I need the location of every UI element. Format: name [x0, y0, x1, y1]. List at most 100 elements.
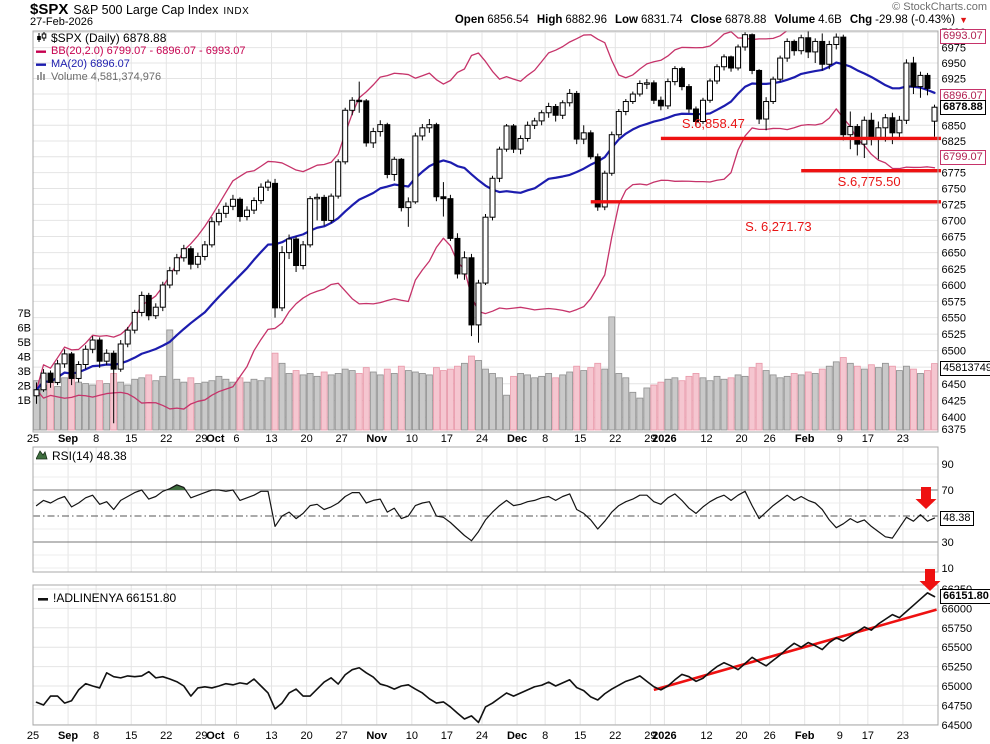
candle-body: [68, 353, 75, 379]
x-axis-label-adline: 10: [406, 730, 418, 742]
candle-body: [721, 56, 728, 68]
volume-bars-icon: [36, 71, 47, 84]
volume-bar: [706, 380, 714, 431]
candle-body: [896, 119, 903, 134]
volume-bar: [867, 364, 875, 431]
legend-ma-row: MA(20) 6896.07: [36, 58, 245, 71]
volume-bar: [524, 374, 531, 431]
candle-body: [75, 364, 82, 379]
volume-bar: [503, 394, 510, 431]
stockcharts-credit: © StockCharts.com: [892, 1, 987, 13]
candle-body: [96, 339, 103, 362]
price-axis-label: 6775: [942, 168, 966, 180]
volume-bar: [229, 381, 237, 431]
candle-body: [601, 172, 608, 208]
volume-bar: [531, 377, 539, 431]
volume-bar: [278, 362, 286, 431]
volume-bar: [713, 375, 721, 431]
quote-value: 6878.88: [724, 14, 767, 26]
volume-bar: [201, 381, 209, 431]
volume-bar: [783, 375, 791, 431]
bollinger-lower-line: [35, 108, 936, 410]
support-label-6775: S.6,775.50: [837, 174, 901, 190]
quote-label: Low: [614, 14, 638, 26]
candle-body: [510, 125, 517, 150]
volume-bar: [776, 377, 784, 431]
volume-bar: [159, 375, 167, 431]
candle-body: [699, 99, 706, 123]
volume-bar: [138, 377, 146, 431]
x-axis-label-adline: 15: [125, 730, 137, 742]
candle-body: [735, 46, 742, 69]
candle-body: [685, 86, 692, 110]
candle-body: [47, 372, 54, 383]
candle-body: [622, 101, 629, 113]
legend-bb-text: BB(20,2.0) 6799.07 - 6896.07 - 6993.07: [51, 45, 246, 57]
volume-bar: [860, 368, 868, 431]
volume-bar: [124, 384, 132, 431]
volume-bar: [292, 370, 300, 431]
candle-body: [377, 124, 384, 133]
rsi-overbought-fill: [166, 484, 186, 490]
chart-date: 27-Feb-2026: [30, 16, 93, 28]
annotations-layer: [32, 30, 941, 726]
candle-body: [496, 148, 503, 179]
x-axis-label-adline: 20: [735, 730, 747, 742]
x-axis-label-adline: Feb: [795, 730, 815, 742]
price-axis-label: 6600: [942, 280, 966, 292]
x-axis-label-main: 8: [542, 433, 548, 445]
candle-body: [552, 106, 559, 116]
volume-bar: [334, 373, 342, 431]
volume-bar: [839, 357, 847, 431]
candle-body: [398, 158, 405, 209]
candle-body: [854, 126, 861, 145]
candle-body: [328, 195, 335, 221]
candle-body: [454, 237, 461, 275]
candle-body: [201, 244, 208, 257]
candle-body: [33, 389, 40, 397]
volume-axis-label: 4B: [18, 352, 31, 364]
quote-value: -29.98 (-0.43%): [875, 14, 956, 26]
candle-body: [573, 92, 580, 140]
price-axis-label: 6750: [942, 183, 966, 195]
candle-body: [243, 209, 250, 218]
candle-body: [131, 311, 138, 331]
down-arrow-icon: [921, 487, 931, 499]
candle-body: [138, 294, 145, 313]
quote-summary: Open 6856.54 High 6882.96 Low 6831.74 Close 687…: [447, 14, 968, 26]
x-axis-label-adline: 17: [862, 730, 874, 742]
main-legend: $SPX (Daily) 6878.88 BB(20,2.0) 6799.07 …: [36, 31, 246, 84]
quote-value: 4.6B: [818, 14, 842, 26]
candle-body: [342, 109, 349, 163]
candle-body: [159, 284, 166, 308]
exchange-tag: INDX: [223, 6, 250, 17]
candle-body: [405, 201, 412, 209]
x-axis-label-main: Feb: [795, 433, 815, 445]
quote-label: Chg: [849, 14, 873, 26]
volume-bar: [797, 374, 805, 431]
volume-bar: [888, 365, 896, 431]
rsi-axis-label: 10: [942, 563, 954, 575]
x-axis-label-adline: 12: [700, 730, 712, 742]
volume-bar: [327, 374, 335, 431]
volume-bar: [103, 383, 111, 431]
candle-body: [580, 132, 587, 140]
adline-label-text: !ADLINENYA 66151.80: [53, 591, 177, 605]
chart-title: $SPX S&P 500 Large Cap Index INDX: [30, 1, 249, 19]
candle-body: [222, 205, 229, 214]
volume-bar: [404, 370, 412, 431]
candle-body: [924, 74, 931, 89]
panel-border: [32, 30, 939, 433]
ma20-line: [35, 61, 936, 391]
candle-body: [545, 106, 552, 114]
volume-bar: [47, 381, 54, 431]
candle-body: [349, 99, 356, 111]
x-axis-label-adline: 9: [837, 730, 843, 742]
rsi-panel: [33, 447, 938, 572]
candle-body: [805, 37, 812, 53]
volume-bar: [40, 384, 47, 431]
x-axis-label-adline: 29: [195, 730, 207, 742]
volume-bar: [257, 380, 265, 431]
candle-body: [903, 62, 910, 121]
